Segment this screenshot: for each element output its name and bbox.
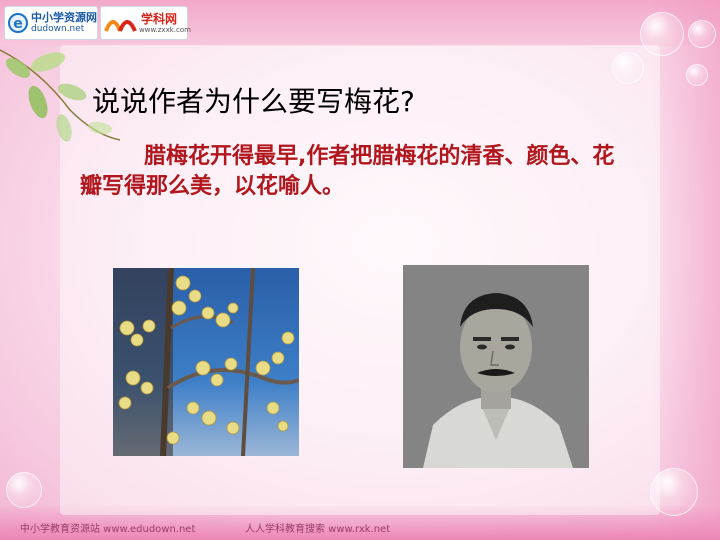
bubble-decoration xyxy=(650,468,698,516)
site-logo-zxxk[interactable]: 学科网 www.zxxk.com xyxy=(100,6,191,40)
site-name: 学科网 xyxy=(141,12,178,26)
site-domain: www.zxxk.com xyxy=(139,26,191,34)
right-edge-gradient xyxy=(650,0,720,540)
e-globe-icon: e xyxy=(8,13,28,33)
bubble-decoration xyxy=(640,12,684,56)
body-paragraph: 腊梅花开得最早,作者把腊梅花的清香、颜色、花瓣写得那么美，以花喻人。 xyxy=(80,144,615,199)
site-domain: dudown.net xyxy=(31,24,85,34)
slide-body: 腊梅花开得最早,作者把腊梅花的清香、颜色、花瓣写得那么美，以花喻人。 xyxy=(80,142,620,202)
bubble-decoration xyxy=(686,64,708,86)
slide-title: 说说作者为什么要写梅花? xyxy=(92,85,415,118)
site-logo-dudown[interactable]: e 中小学资源网 dudown.net xyxy=(4,6,98,40)
site-name: 中小学资源网 xyxy=(31,11,97,24)
bubble-decoration xyxy=(612,52,644,84)
footer-left: 中小学教育资源站 www.edudown.net xyxy=(20,524,196,535)
svg-text:e: e xyxy=(13,16,23,32)
bottom-band xyxy=(0,506,720,540)
footer-right: 人人学科教育搜索 www.rxk.net xyxy=(245,524,391,535)
bubble-decoration xyxy=(688,20,716,48)
double-arc-icon xyxy=(104,20,137,32)
plum-blossom-photo xyxy=(113,268,299,456)
portrait-photo xyxy=(403,265,589,468)
leaves-decoration xyxy=(0,49,121,142)
bubble-decoration xyxy=(6,472,42,508)
